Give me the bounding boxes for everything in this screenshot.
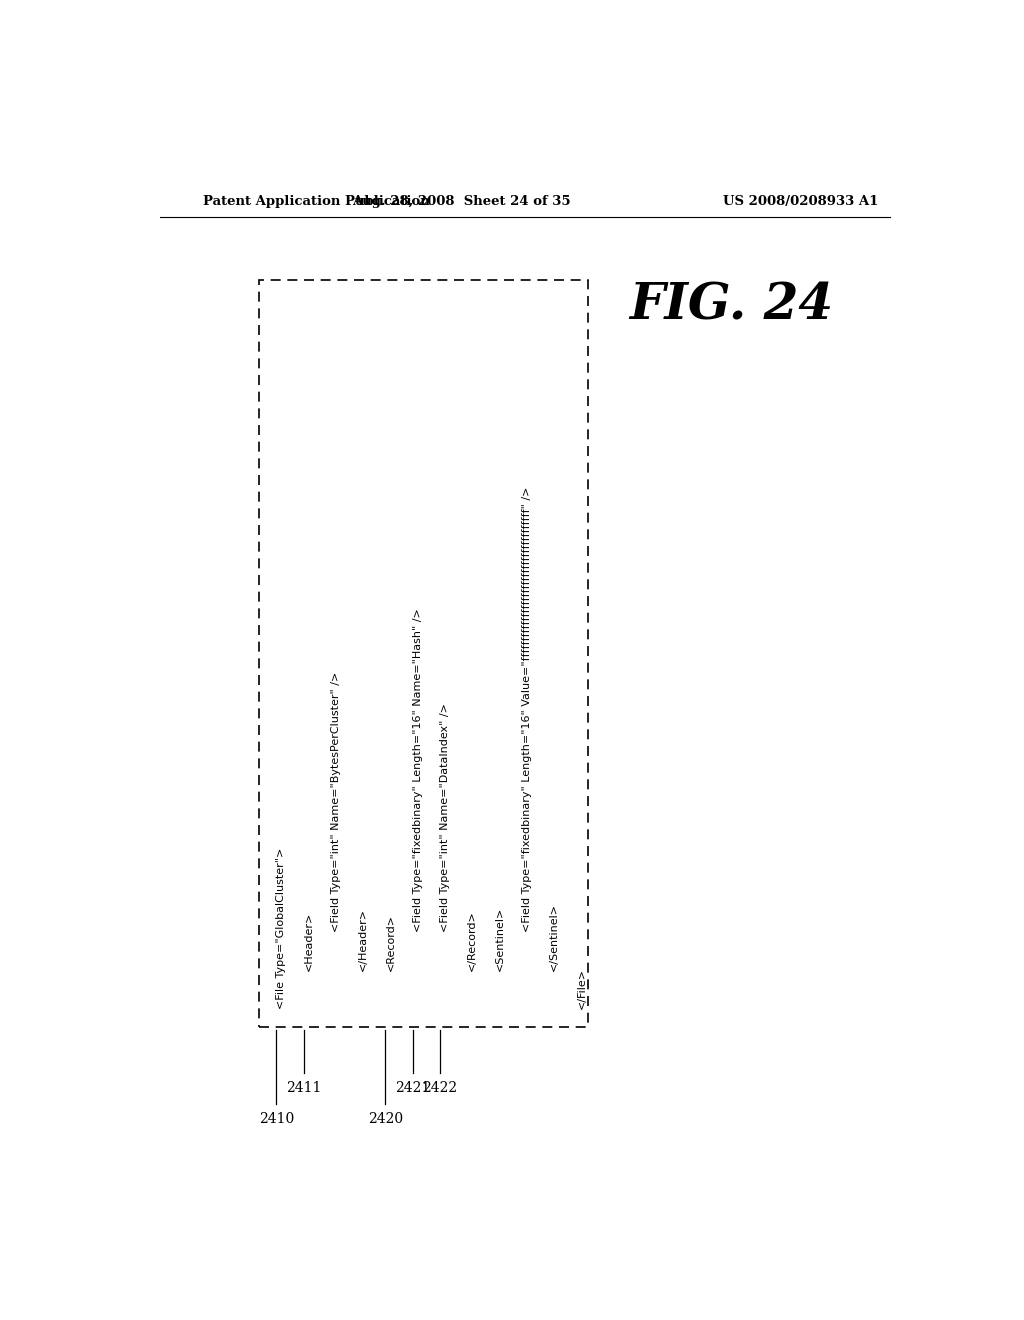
Text: <Header>: <Header> xyxy=(304,911,313,970)
Text: <Field Type="fixedbinary" Length="16" Name="Hash" />: <Field Type="fixedbinary" Length="16" Na… xyxy=(413,609,423,932)
Text: 2410: 2410 xyxy=(259,1111,294,1126)
Text: US 2008/0208933 A1: US 2008/0208933 A1 xyxy=(723,194,879,207)
Text: <Record>: <Record> xyxy=(385,913,395,970)
Text: <Sentinel>: <Sentinel> xyxy=(495,907,505,970)
Text: 2421: 2421 xyxy=(395,1081,430,1096)
Text: <Field Type="fixedbinary" Length="16" Value="fffffffffffffffffffffffffffffffffff: <Field Type="fixedbinary" Length="16" Va… xyxy=(522,487,531,932)
Text: <Field Type="int" Name="BytesPerCluster" />: <Field Type="int" Name="BytesPerCluster"… xyxy=(331,672,341,932)
Text: 2420: 2420 xyxy=(368,1111,403,1126)
Text: <Field Type="int" Name="DataIndex" />: <Field Type="int" Name="DataIndex" /> xyxy=(440,704,450,932)
Text: Patent Application Publication: Patent Application Publication xyxy=(204,194,430,207)
Text: Aug. 28, 2008  Sheet 24 of 35: Aug. 28, 2008 Sheet 24 of 35 xyxy=(352,194,570,207)
Text: </Sentinel>: </Sentinel> xyxy=(549,903,559,970)
Text: </File>: </File> xyxy=(577,968,587,1008)
Text: FIG. 24: FIG. 24 xyxy=(629,281,834,330)
Text: 2411: 2411 xyxy=(286,1081,322,1096)
Text: </Record>: </Record> xyxy=(467,909,477,970)
Bar xyxy=(259,280,588,1027)
Text: 2422: 2422 xyxy=(423,1081,458,1096)
Text: <File Type="GlobalCluster">: <File Type="GlobalCluster"> xyxy=(276,847,287,1008)
Text: </Header>: </Header> xyxy=(358,908,369,970)
